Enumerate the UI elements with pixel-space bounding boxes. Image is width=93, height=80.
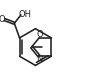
Text: O: O (0, 15, 5, 24)
Text: N: N (36, 55, 43, 64)
Text: O: O (36, 30, 43, 39)
Text: OH: OH (18, 10, 31, 19)
